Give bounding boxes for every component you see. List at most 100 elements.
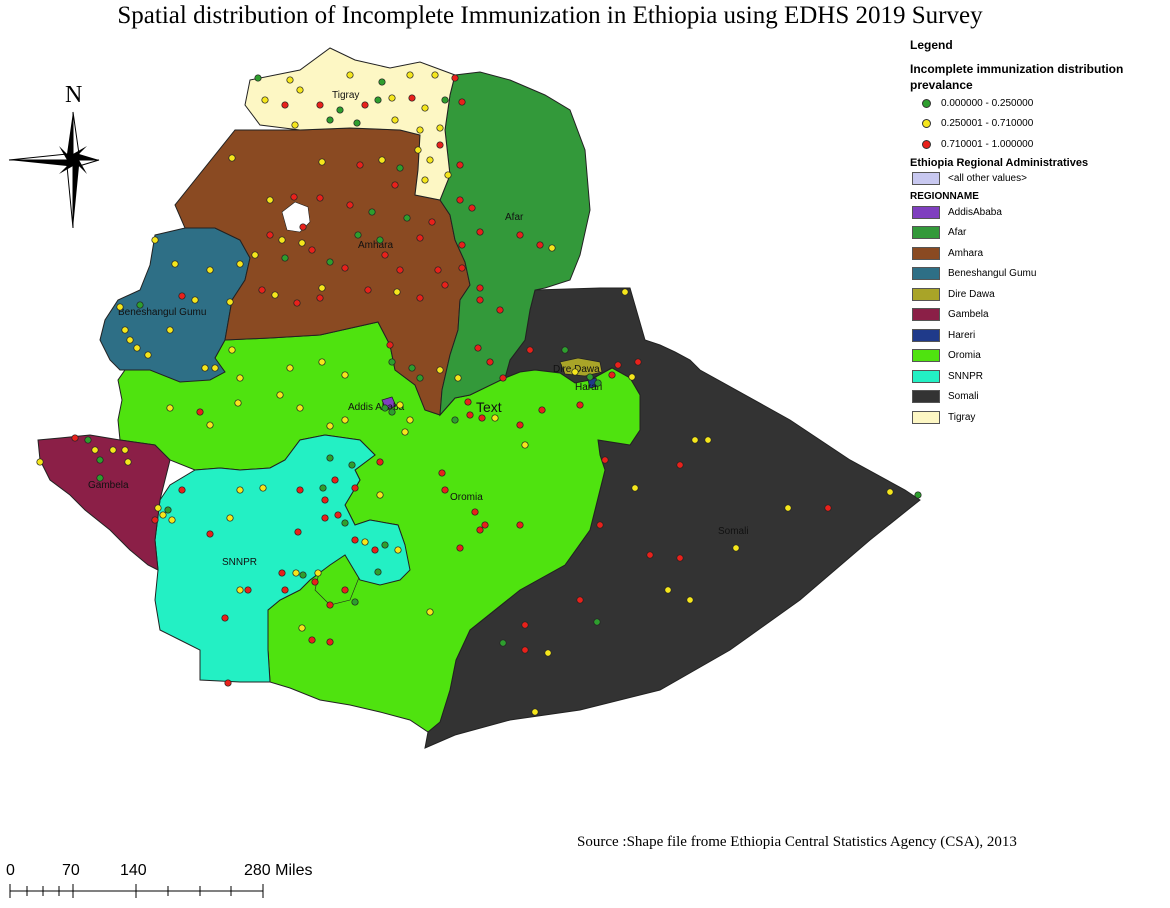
survey-point (486, 358, 494, 366)
survey-point (278, 236, 286, 244)
survey-point (516, 521, 524, 529)
survey-point (476, 526, 484, 534)
survey-point (159, 511, 167, 519)
survey-point (396, 164, 404, 172)
survey-point (388, 358, 396, 366)
label-somali: Somali (718, 526, 749, 537)
label-amhara: Amhara (358, 240, 393, 251)
survey-point (416, 234, 424, 242)
legend-region-swatch (912, 246, 940, 260)
survey-point (341, 519, 349, 527)
survey-point (361, 538, 369, 546)
survey-point (414, 146, 422, 154)
survey-point (318, 358, 326, 366)
survey-point (206, 266, 214, 274)
survey-point (374, 96, 382, 104)
legend-region-swatch (912, 328, 940, 342)
survey-point (476, 284, 484, 292)
survey-point (531, 708, 539, 716)
survey-point (299, 571, 307, 579)
survey-point (391, 181, 399, 189)
survey-point (586, 373, 594, 381)
survey-point (456, 544, 464, 552)
north-label: N (65, 82, 82, 108)
survey-point (266, 231, 274, 239)
survey-point (364, 286, 372, 294)
survey-point (326, 258, 334, 266)
survey-point (704, 436, 712, 444)
survey-point (628, 373, 636, 381)
survey-point (236, 486, 244, 494)
survey-point (341, 416, 349, 424)
legend-class-row: 0.710001 - 1.000000 (910, 134, 1168, 155)
survey-point (388, 94, 396, 102)
survey-point (456, 196, 464, 204)
legend-region-row: Dire Dawa (910, 284, 1168, 305)
survey-point (608, 371, 616, 379)
label-gambela: Gambela (88, 480, 129, 491)
legend-region-row: Afar (910, 223, 1168, 244)
survey-point (441, 96, 449, 104)
survey-point (121, 446, 129, 454)
region-gambela[interactable] (37, 434, 171, 571)
survey-point (341, 371, 349, 379)
survey-point (471, 508, 479, 516)
survey-point (691, 436, 699, 444)
survey-point (386, 341, 394, 349)
survey-point (406, 416, 414, 424)
region-tigray[interactable] (244, 47, 456, 201)
survey-point (259, 484, 267, 492)
survey-point (381, 541, 389, 549)
survey-point (311, 578, 319, 586)
survey-point (326, 454, 334, 462)
survey-point (314, 569, 322, 577)
survey-point (376, 458, 384, 466)
survey-point (408, 364, 416, 372)
survey-point (354, 231, 362, 239)
legend: Legend Incomplete immunization distribut… (910, 38, 1168, 428)
region-snnpr[interactable] (154, 434, 411, 683)
survey-point (276, 391, 284, 399)
survey-point (614, 361, 622, 369)
survey-point (228, 154, 236, 162)
region-afar[interactable] (439, 71, 591, 417)
survey-point (318, 158, 326, 166)
survey-point (318, 284, 326, 292)
label-oromia: Oromia (450, 492, 483, 503)
region-dire-dawa[interactable] (559, 357, 603, 377)
survey-point (96, 456, 104, 464)
survey-point (426, 156, 434, 164)
survey-point (686, 596, 694, 604)
survey-point (394, 546, 402, 554)
survey-point (431, 71, 439, 79)
survey-point (326, 116, 334, 124)
survey-point (321, 514, 329, 522)
survey-point (91, 446, 99, 454)
label-addis: Addis Ababa (348, 402, 405, 413)
survey-point (548, 244, 556, 252)
survey-point (71, 434, 79, 442)
survey-point (281, 101, 289, 109)
legend-title: Legend (910, 38, 953, 52)
survey-point (271, 291, 279, 299)
survey-point (468, 204, 476, 212)
survey-point (416, 374, 424, 382)
legend-other-label: <all other values> (948, 173, 1027, 185)
legend-points-title: Incomplete immunization distribution (910, 62, 1124, 76)
survey-point (526, 346, 534, 354)
survey-point (378, 156, 386, 164)
survey-point (521, 441, 529, 449)
survey-point (824, 504, 832, 512)
survey-point (571, 368, 579, 376)
survey-point (133, 344, 141, 352)
survey-point (499, 639, 507, 647)
legend-class-label: 0.710001 - 1.000000 (941, 138, 1034, 150)
label-beneshangul: Beneshangul Gumu (118, 307, 206, 318)
legend-region-row: Gambela (910, 305, 1168, 326)
survey-point (421, 176, 429, 184)
legend-class-row: 0.000000 - 0.250000 (910, 93, 1168, 114)
survey-point (266, 196, 274, 204)
survey-point (596, 521, 604, 529)
survey-point (346, 71, 354, 79)
legend-region-row: Somali (910, 387, 1168, 408)
